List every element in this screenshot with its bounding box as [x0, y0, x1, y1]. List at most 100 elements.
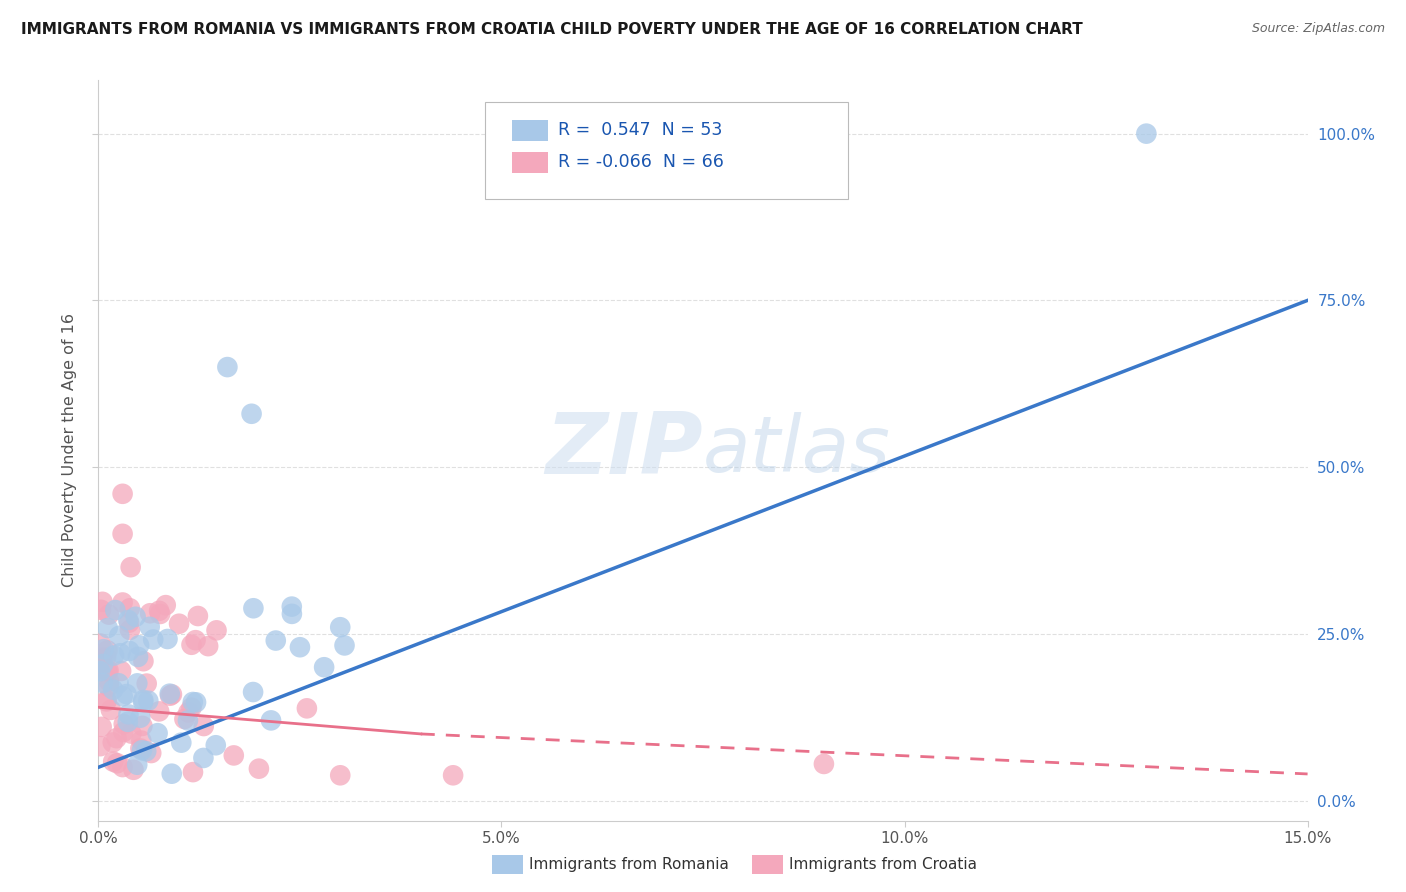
Point — [89, 653, 111, 667]
Point — [96, 693, 118, 707]
Point — [240, 407, 263, 421]
Point — [111, 487, 134, 501]
Point — [90, 720, 112, 734]
Point — [129, 711, 152, 725]
Point — [124, 609, 146, 624]
Point — [97, 674, 120, 689]
Point — [97, 621, 120, 635]
Point — [96, 665, 118, 679]
Point — [204, 738, 226, 752]
Point — [118, 623, 141, 637]
Point — [197, 639, 219, 653]
Point — [131, 733, 153, 747]
Point — [117, 613, 139, 627]
Point — [148, 705, 170, 719]
Point — [148, 604, 170, 618]
Point — [314, 660, 336, 674]
Point — [96, 643, 118, 657]
Point — [329, 768, 352, 782]
Point — [138, 620, 160, 634]
Point — [180, 700, 202, 714]
Point — [120, 726, 142, 740]
Point — [97, 664, 120, 678]
Point — [177, 706, 200, 720]
Point — [131, 743, 153, 757]
Point — [217, 360, 239, 375]
Point — [260, 714, 283, 728]
Point — [96, 694, 118, 708]
Point — [118, 644, 141, 658]
Point — [167, 616, 190, 631]
Point — [110, 664, 132, 678]
Point — [108, 629, 131, 643]
Point — [242, 601, 264, 615]
Point — [135, 744, 157, 758]
Point — [127, 649, 149, 664]
Point — [333, 639, 356, 653]
Point — [97, 607, 120, 622]
Point — [111, 690, 134, 704]
Point — [193, 719, 215, 733]
Point — [91, 595, 114, 609]
Point — [155, 598, 177, 612]
Point — [813, 756, 835, 771]
Point — [135, 676, 157, 690]
Point — [96, 650, 118, 665]
Text: atlas: atlas — [703, 412, 891, 489]
Point — [97, 680, 120, 694]
Point — [128, 638, 150, 652]
Point — [159, 687, 181, 701]
Bar — [512, 153, 548, 173]
Text: R =  0.547  N = 53: R = 0.547 N = 53 — [558, 121, 723, 139]
Point — [281, 599, 304, 614]
Point — [139, 607, 162, 621]
Point — [101, 735, 124, 749]
Point — [329, 620, 352, 634]
Point — [87, 662, 110, 676]
Point — [132, 695, 155, 709]
Point — [146, 726, 169, 740]
Point — [170, 736, 193, 750]
Point — [103, 682, 125, 697]
Text: ZIP: ZIP — [546, 409, 703, 492]
Point — [180, 638, 202, 652]
FancyBboxPatch shape — [485, 103, 848, 199]
Point — [193, 751, 215, 765]
Point — [105, 756, 128, 771]
Point — [100, 703, 122, 717]
Point — [187, 609, 209, 624]
Point — [117, 714, 139, 729]
Point — [112, 725, 135, 739]
Point — [111, 526, 134, 541]
Point — [149, 607, 172, 621]
Point — [160, 687, 183, 701]
Text: IMMIGRANTS FROM ROMANIA VS IMMIGRANTS FROM CROATIA CHILD POVERTY UNDER THE AGE O: IMMIGRANTS FROM ROMANIA VS IMMIGRANTS FR… — [21, 22, 1083, 37]
Point — [141, 746, 163, 760]
Point — [264, 633, 287, 648]
Point — [104, 603, 127, 617]
Point — [118, 615, 141, 630]
Point — [127, 676, 149, 690]
Point — [120, 560, 142, 574]
Point — [115, 687, 138, 701]
Text: Immigrants from Romania: Immigrants from Romania — [529, 857, 728, 871]
Point — [184, 695, 207, 709]
Point — [111, 760, 134, 774]
Point — [441, 768, 464, 782]
Point — [118, 601, 141, 615]
Point — [117, 707, 139, 722]
Point — [184, 633, 207, 648]
Point — [89, 664, 111, 678]
Point — [127, 757, 149, 772]
Point — [181, 695, 204, 709]
Point — [111, 595, 134, 609]
Y-axis label: Child Poverty Under the Age of 16: Child Poverty Under the Age of 16 — [62, 313, 77, 588]
Point — [89, 739, 111, 754]
Point — [222, 748, 245, 763]
Point — [159, 689, 181, 703]
Point — [288, 640, 311, 655]
Point — [112, 717, 135, 731]
Point — [103, 648, 125, 663]
Point — [131, 719, 153, 733]
Point — [91, 676, 114, 690]
